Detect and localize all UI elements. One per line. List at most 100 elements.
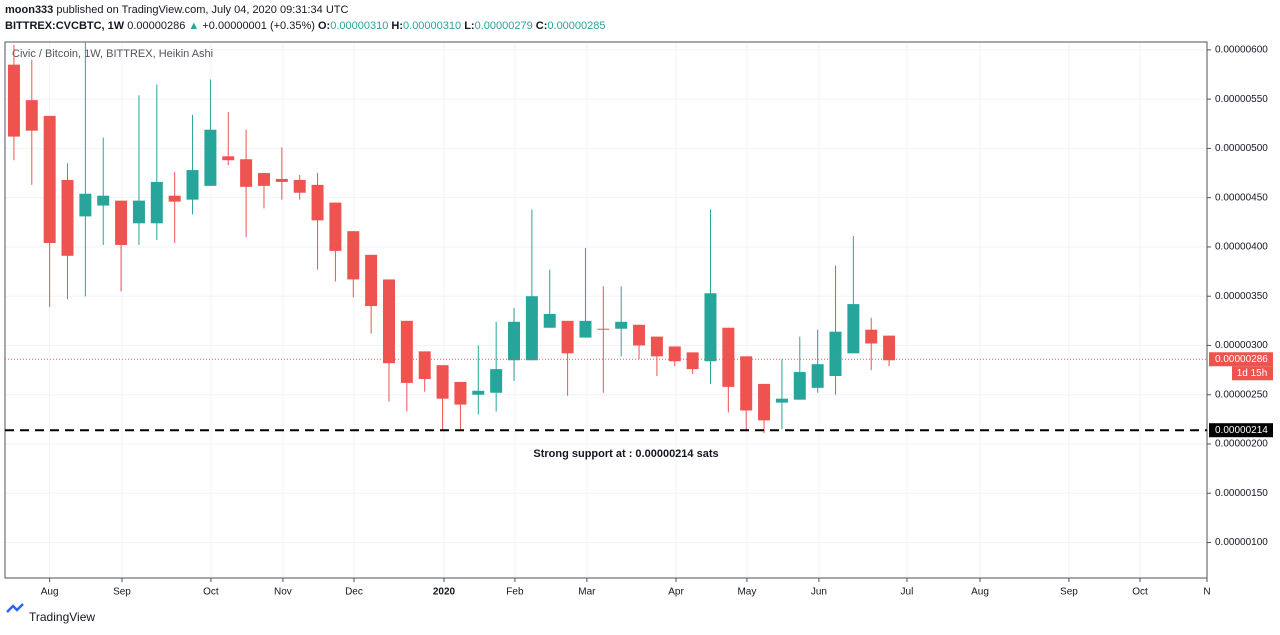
- candle-body: [222, 156, 235, 161]
- candle-body: [168, 195, 181, 202]
- last: 0.00000286: [127, 20, 185, 32]
- x-tick-label: Aug: [41, 587, 59, 598]
- header-line2: BITTREX:CVCBTC, 1W 0.00000286 ▲ +0.00000…: [5, 20, 606, 32]
- legend: Civic / Bitcoin, 1W, BITTREX, Heikin Ash…: [12, 48, 213, 60]
- candle-body: [79, 193, 92, 217]
- x-tick-label: N: [1203, 587, 1210, 598]
- symbol: BITTREX:CVCBTC, 1W: [5, 20, 125, 32]
- candle-body: [97, 195, 110, 206]
- candle-body: [275, 178, 288, 182]
- candle-body: [490, 369, 503, 393]
- l: 0.00000279: [475, 20, 533, 32]
- y-tick-label: 0.00000550: [1215, 94, 1268, 105]
- y-tick-label: 0.00000200: [1215, 439, 1268, 450]
- brand: TradingView: [29, 610, 95, 624]
- candle-body: [704, 293, 717, 362]
- candle-body: [186, 170, 199, 200]
- y-tick-label: 0.00000600: [1215, 45, 1268, 56]
- change: +0.00000001 (+0.35%): [202, 20, 315, 32]
- x-tick-label: Apr: [668, 587, 684, 598]
- y-tick-label: 0.00000400: [1215, 242, 1268, 253]
- candle-body: [793, 372, 806, 400]
- candle-body: [615, 321, 628, 329]
- x-tick-label: Sep: [1060, 587, 1078, 598]
- candle-body: [311, 184, 324, 221]
- x-tick-label: Mar: [578, 587, 596, 598]
- y-tick-label: 0.00000100: [1215, 537, 1268, 548]
- candle-body: [400, 320, 413, 383]
- c: 0.00000285: [547, 20, 605, 32]
- candle-body: [883, 335, 896, 361]
- support-label: 0.00000214: [1215, 425, 1268, 436]
- candle-body: [382, 279, 395, 364]
- author: moon333: [5, 4, 53, 16]
- candle-body: [829, 331, 842, 377]
- countdown: 1d 15h: [1237, 368, 1268, 379]
- x-tick-label: Aug: [971, 587, 989, 598]
- candle-body: [508, 321, 521, 361]
- candle-body: [293, 179, 306, 193]
- candle-body: [240, 159, 253, 187]
- support-label-box: [1209, 423, 1273, 438]
- header-line1: moon333 published on TradingView.com, Ju…: [5, 4, 349, 16]
- candle-body: [525, 296, 538, 361]
- x-tick-label: Dec: [345, 587, 363, 598]
- y-tick-label: 0.00000350: [1215, 291, 1268, 302]
- y-tick-label: 0.00000450: [1215, 192, 1268, 203]
- candle-body: [650, 336, 663, 357]
- countdown-box: [1232, 366, 1273, 381]
- candle-body: [436, 365, 449, 399]
- x-tick-label: 2020: [433, 587, 456, 598]
- h-label: H:: [391, 20, 403, 32]
- candle-body: [597, 328, 610, 330]
- price-label-box: [1209, 352, 1273, 367]
- y-tick-label: 0.00000250: [1215, 389, 1268, 400]
- x-tick-label: Jul: [901, 587, 914, 598]
- annotation: Strong support at : 0.00000214 sats: [533, 448, 718, 460]
- logo-icon: [6, 603, 24, 613]
- x-tick-label: Oct: [203, 587, 219, 598]
- candle-body: [365, 254, 378, 307]
- candle-body: [347, 231, 360, 280]
- x-tick-label: Nov: [274, 587, 292, 598]
- candle-body: [454, 381, 467, 405]
- h: 0.00000310: [403, 20, 461, 32]
- candle-body: [43, 115, 56, 243]
- candle-body: [257, 173, 270, 186]
- candle-body: [204, 129, 217, 186]
- candle-body: [811, 364, 824, 388]
- grid: [5, 42, 1208, 578]
- candle-body: [7, 64, 20, 137]
- plot-frame: [4, 41, 1208, 579]
- candle-body: [775, 398, 788, 403]
- y-tick-label: 0.00000150: [1215, 488, 1268, 499]
- candle-body: [722, 327, 735, 387]
- published: published on TradingView.com, July 04, 2…: [56, 4, 348, 16]
- y-tick-label: 0.00000500: [1215, 143, 1268, 154]
- candle-body: [418, 351, 431, 379]
- arrow: ▲: [188, 20, 199, 32]
- o: 0.00000310: [330, 20, 388, 32]
- candle-body: [561, 320, 574, 354]
- candle-body: [132, 200, 145, 224]
- candle-body: [543, 313, 556, 328]
- candle-body: [865, 329, 878, 344]
- candle-body: [472, 390, 485, 395]
- candle-body: [61, 179, 74, 256]
- candle-body: [329, 202, 342, 251]
- candle-body: [758, 383, 771, 421]
- x-tick-label: May: [737, 587, 756, 598]
- x-tick-label: Jun: [811, 587, 827, 598]
- candle-body: [740, 356, 753, 411]
- candle-body: [686, 352, 699, 370]
- candle-body: [847, 304, 860, 354]
- price-label: 0.00000286: [1215, 354, 1268, 365]
- candle-body: [115, 200, 128, 245]
- logo: [6, 603, 24, 613]
- x-tick-label: Feb: [506, 587, 524, 598]
- candle-body: [150, 181, 163, 224]
- x-tick-label: Sep: [113, 587, 131, 598]
- candle-body: [633, 324, 646, 346]
